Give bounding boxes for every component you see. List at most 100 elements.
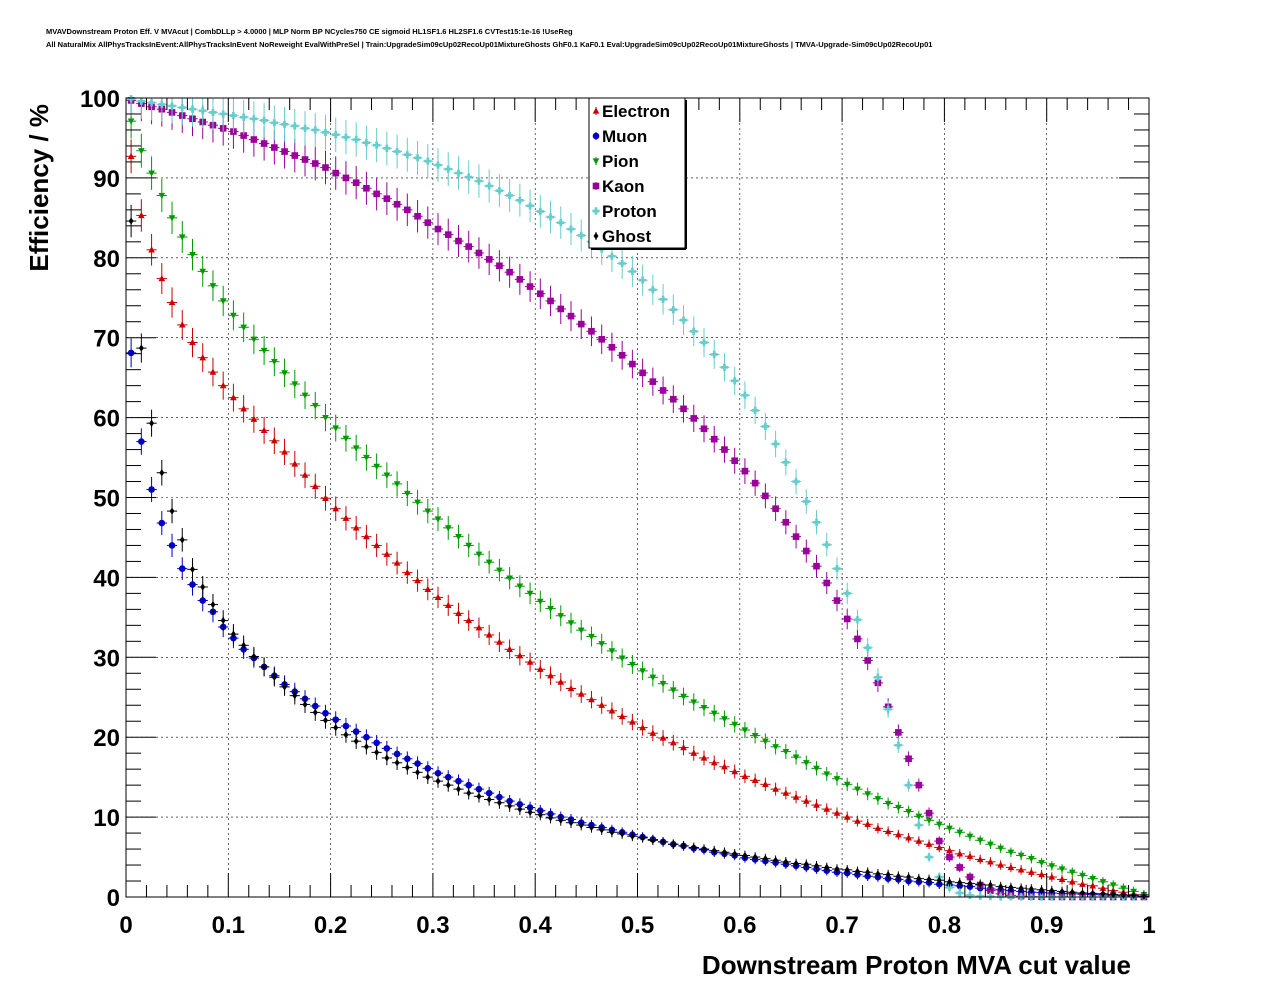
data-point <box>843 589 851 598</box>
data-point <box>342 722 350 730</box>
y-tick-label: 40 <box>93 565 120 592</box>
data-point <box>466 789 472 797</box>
legend-label-muon: Muon <box>602 127 647 146</box>
data-point <box>343 731 349 739</box>
data-point <box>679 316 688 324</box>
data-point <box>1089 875 1097 883</box>
data-point <box>865 868 871 876</box>
data-point <box>353 737 359 745</box>
data-point <box>618 655 626 662</box>
data-point <box>691 843 697 852</box>
data-point <box>721 848 727 856</box>
data-point <box>577 690 585 697</box>
data-point <box>168 215 176 222</box>
data-point <box>322 164 329 171</box>
data-point <box>854 817 861 824</box>
data-point <box>352 135 360 144</box>
data-point <box>333 723 339 732</box>
data-point <box>1109 882 1117 889</box>
data-point <box>803 860 809 868</box>
data-point <box>987 841 994 848</box>
data-point <box>435 777 441 785</box>
x-tick-label: 0.5 <box>621 912 654 939</box>
data-point <box>476 792 482 800</box>
data-point <box>404 206 411 214</box>
legend-marker-ghost <box>593 232 599 240</box>
data-point <box>598 701 605 708</box>
data-point <box>843 615 851 623</box>
data-point <box>158 519 166 527</box>
data-point <box>537 811 543 819</box>
data-point <box>966 891 974 900</box>
data-point <box>751 479 759 487</box>
data-point <box>741 727 749 734</box>
data-point <box>946 847 953 854</box>
data-point <box>720 363 729 371</box>
y-tick-label: 50 <box>93 486 120 513</box>
data-point <box>813 801 820 808</box>
data-point <box>771 440 780 448</box>
data-point <box>516 583 524 590</box>
data-point <box>373 463 380 470</box>
data-point <box>1100 890 1106 898</box>
data-point <box>291 381 299 388</box>
data-point <box>282 683 288 691</box>
data-point <box>179 536 185 544</box>
data-point <box>352 179 360 186</box>
data-point <box>608 252 616 260</box>
data-point <box>260 140 268 147</box>
data-point <box>966 852 974 859</box>
data-point <box>434 516 442 523</box>
data-point <box>792 793 800 800</box>
data-point <box>741 391 749 399</box>
data-point <box>455 534 462 541</box>
data-point <box>393 200 401 208</box>
data-point <box>680 405 687 413</box>
data-point <box>384 754 390 762</box>
data-point <box>250 115 258 123</box>
data-point <box>383 745 391 752</box>
data-point <box>1048 873 1056 880</box>
data-point <box>618 259 626 268</box>
data-point <box>403 151 411 159</box>
data-point <box>567 620 575 627</box>
data-point <box>363 533 370 540</box>
x-tick-label: 0.9 <box>1030 912 1063 939</box>
data-point <box>567 312 575 320</box>
data-point <box>505 191 514 200</box>
data-point <box>558 816 564 824</box>
x-tick-label: 0.6 <box>723 912 756 939</box>
data-point <box>393 147 401 156</box>
data-point <box>731 767 738 775</box>
legend-marker-proton <box>592 207 600 215</box>
data-point <box>823 541 831 549</box>
data-point <box>762 855 768 863</box>
data-point <box>935 821 943 828</box>
data-point <box>639 723 646 731</box>
data-point <box>649 674 657 681</box>
data-point <box>281 370 288 377</box>
data-point <box>864 791 871 798</box>
data-point <box>507 802 513 810</box>
y-tick-label: 10 <box>93 805 120 832</box>
data-point <box>373 739 380 747</box>
data-point <box>752 853 758 861</box>
data-point <box>618 351 626 359</box>
data-point <box>537 290 544 298</box>
data-point <box>782 518 790 526</box>
data-point <box>638 276 647 284</box>
data-point <box>925 809 933 817</box>
data-point <box>261 663 267 671</box>
data-point <box>721 763 728 770</box>
data-point <box>158 100 166 109</box>
data-point <box>721 446 728 453</box>
data-point <box>526 202 534 210</box>
data-point <box>792 533 800 540</box>
data-point <box>915 781 923 789</box>
data-point <box>1131 891 1137 900</box>
data-point <box>1058 875 1066 883</box>
data-point <box>434 161 442 169</box>
data-point <box>976 855 984 863</box>
data-point <box>813 562 820 570</box>
data-point <box>209 368 217 375</box>
